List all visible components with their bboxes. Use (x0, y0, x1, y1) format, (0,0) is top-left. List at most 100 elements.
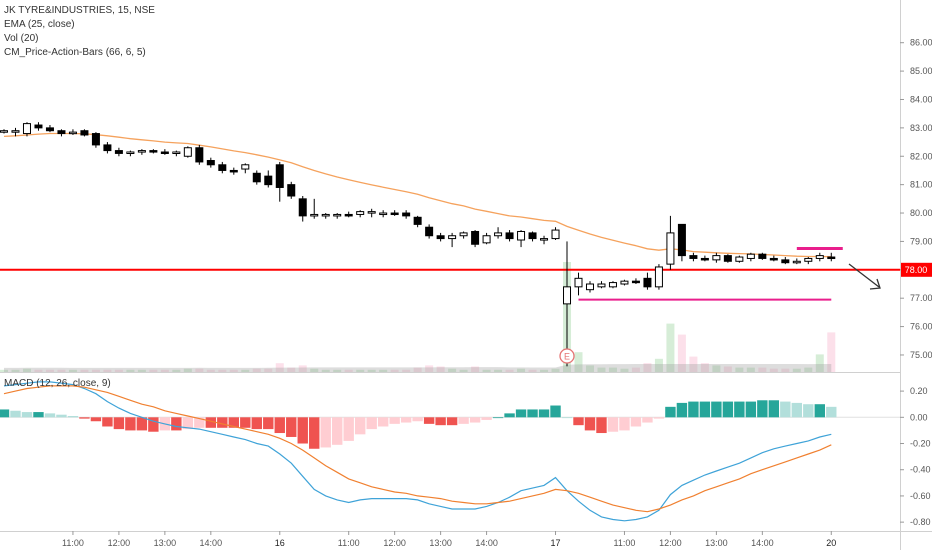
candle-body (677, 223, 686, 257)
macd-tick-label: -0.40 (910, 465, 931, 475)
volume-bar (103, 369, 112, 372)
candle-body (367, 211, 376, 214)
volume-bar (321, 369, 330, 372)
volume-bar (574, 352, 583, 372)
macd-hist-bar (44, 413, 56, 418)
candle-body (574, 277, 583, 288)
macd-hist-bar (435, 417, 446, 426)
volume-bar (126, 369, 135, 372)
time-tick-label: 20 (826, 538, 836, 548)
macd-hist-bar (309, 417, 320, 449)
price-tick-label: 79.00 (910, 236, 932, 246)
volume-bar (608, 367, 617, 372)
candle-body (91, 133, 100, 146)
macd-hist-bar (584, 417, 596, 431)
price-tick-label: 80.00 (910, 208, 932, 218)
volume-bar (746, 367, 755, 372)
macd-hist-bar (446, 417, 458, 426)
candle-body (482, 235, 491, 244)
volume-bar (712, 365, 721, 372)
candle-body (321, 213, 330, 217)
candle-body (22, 123, 31, 135)
candle-body (608, 282, 617, 288)
macd-hist-bar (780, 401, 791, 418)
volume-ma-area (4, 364, 832, 372)
volume-bar (218, 369, 227, 372)
time-tick-label: 12:00 (383, 538, 406, 548)
volume-bar (758, 367, 767, 372)
macd-hist-bar (194, 417, 205, 428)
macd-hist-bar (676, 402, 688, 418)
candle-body (149, 150, 158, 153)
candle-body (333, 213, 342, 217)
volume-bar (654, 358, 663, 372)
macd-hist-bar (768, 400, 780, 418)
macd-hist-bar (596, 417, 607, 434)
macd-hist-bar (699, 401, 711, 418)
macd-legend: MACD (12, 26, close, 9) (4, 377, 111, 391)
macd-hist-bar (722, 401, 734, 418)
candle-body (57, 130, 66, 135)
candle-body (241, 164, 250, 170)
macd-hist-bar (561, 417, 573, 419)
macd-hist-bar (251, 417, 262, 430)
price-tick-label: 81.00 (910, 180, 932, 190)
macd-tick-label: -0.80 (910, 517, 931, 527)
price-tick-label: 77.00 (910, 293, 932, 303)
volume-bar (298, 365, 307, 372)
candle-body (275, 164, 284, 188)
macd-hist-bar (0, 409, 10, 418)
volume-bar (700, 363, 709, 372)
candle-body (229, 169, 238, 173)
candle-body (103, 144, 112, 152)
trend-arrow-head (869, 278, 881, 290)
volume-bar (643, 363, 652, 372)
volume-bar (597, 367, 606, 372)
candle-body (183, 147, 192, 157)
candle-body (700, 257, 709, 261)
candle-body (114, 150, 123, 154)
candle-body (413, 216, 422, 225)
candle-body (643, 277, 652, 288)
time-tick-label: 11:00 (614, 538, 636, 548)
candle-body (540, 238, 549, 241)
volume-bar (735, 367, 744, 372)
volume-bar (241, 369, 250, 372)
volume-bar (769, 368, 778, 372)
volume-bar (160, 369, 169, 372)
macd-hist-bar (56, 414, 67, 418)
candle-body (666, 232, 675, 265)
candle-body (379, 212, 388, 216)
time-tick-label: 14:00 (475, 538, 498, 548)
macd-hist-bar (745, 401, 757, 418)
macd-hist-bar (240, 417, 251, 428)
volume-bar (356, 369, 365, 372)
candle-body (34, 124, 43, 129)
volume-bar (620, 368, 629, 372)
candle-body (494, 232, 503, 237)
candle-body (264, 175, 273, 186)
candle-body (735, 256, 744, 262)
candle-body (218, 164, 227, 171)
volume-bar (252, 368, 261, 372)
macd-hist-bar (182, 417, 194, 430)
candle-body (471, 230, 480, 245)
macd-hist-bar (791, 402, 803, 418)
volume-bar (666, 323, 675, 372)
candle-body (769, 257, 778, 261)
volume-bar (723, 366, 732, 372)
volume-bar (11, 369, 20, 372)
time-tick-label: 12:00 (659, 538, 682, 548)
volume-bar (45, 369, 54, 372)
candle-body (344, 213, 353, 217)
macd-hist-bar (538, 409, 550, 418)
macd-hist-bar (515, 409, 527, 418)
volume-bar (402, 369, 411, 372)
volume-bar (781, 368, 790, 372)
candle-body (80, 130, 89, 136)
volume-bar (459, 369, 468, 372)
macd-hist-bar (228, 417, 239, 428)
macd-hist-bar (136, 417, 148, 431)
earnings-marker-circle (559, 348, 575, 364)
candle-body (551, 229, 560, 240)
